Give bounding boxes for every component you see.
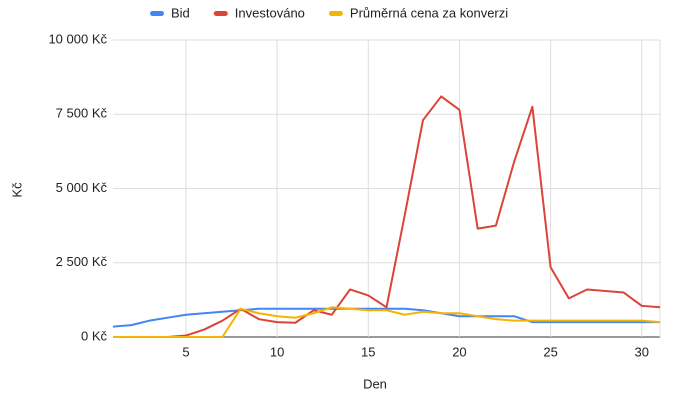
series-line: [112, 307, 660, 328]
legend-label: Bid: [171, 5, 190, 20]
legend-swatch: [150, 11, 164, 16]
legend-swatch: [213, 11, 228, 16]
y-tick-label: 2 500 Kč: [56, 254, 108, 269]
y-tick-label: 7 500 Kč: [56, 106, 108, 121]
y-axis-title: Kč: [9, 182, 24, 198]
x-tick-label: 10: [270, 344, 284, 359]
x-tick-label: 20: [452, 344, 466, 359]
x-tick-label: 30: [635, 344, 649, 359]
series-line: [113, 95, 661, 338]
y-tick-label: 0 Kč: [81, 328, 108, 343]
y-tick-label: 10 000 Kč: [48, 31, 107, 46]
x-tick-label: 25: [543, 344, 557, 359]
legend-swatch: [328, 11, 343, 16]
legend-label: Průměrná cena za konverzi: [350, 5, 508, 20]
x-axis-title: Den: [363, 376, 387, 391]
y-tick-label: 5 000 Kč: [56, 180, 108, 195]
legend-label: Investováno: [235, 5, 305, 20]
series-line: [113, 306, 661, 338]
x-tick-label: 5: [182, 344, 189, 359]
x-tick-label: 15: [361, 344, 375, 359]
